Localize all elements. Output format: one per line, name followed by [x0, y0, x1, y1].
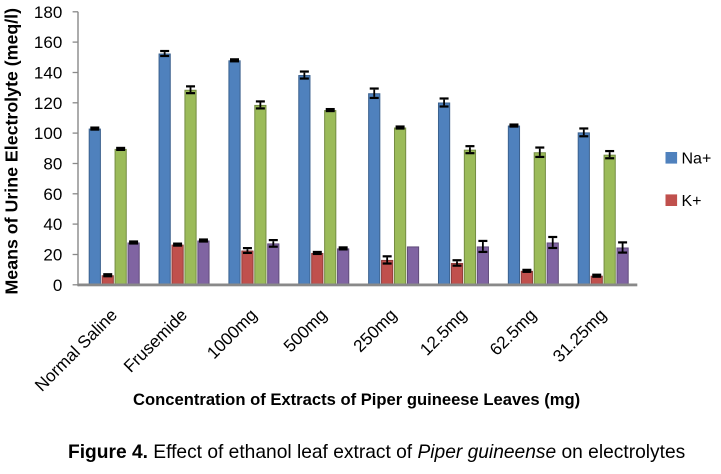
svg-text:Concentration of Extracts of P: Concentration of Extracts of Piper guine…	[133, 390, 580, 409]
svg-text:Figure 4. Effect of ethanol le: Figure 4. Effect of ethanol leaf extract…	[68, 442, 685, 463]
svg-text:100: 100	[34, 124, 62, 143]
svg-text:160: 160	[34, 33, 62, 52]
svg-text:140: 140	[34, 64, 62, 83]
svg-text:20: 20	[43, 246, 62, 265]
svg-text:Na+: Na+	[682, 151, 712, 168]
svg-text:180: 180	[34, 3, 62, 22]
svg-text:0: 0	[53, 276, 62, 295]
svg-text:120: 120	[34, 94, 62, 113]
svg-text:K+: K+	[682, 193, 702, 210]
svg-text:Means of Urine Electrolyte (me: Means of Urine Electrolyte (meq/l)	[2, 8, 22, 295]
svg-text:40: 40	[43, 215, 62, 234]
svg-text:80: 80	[43, 155, 62, 174]
svg-text:60: 60	[43, 185, 62, 204]
